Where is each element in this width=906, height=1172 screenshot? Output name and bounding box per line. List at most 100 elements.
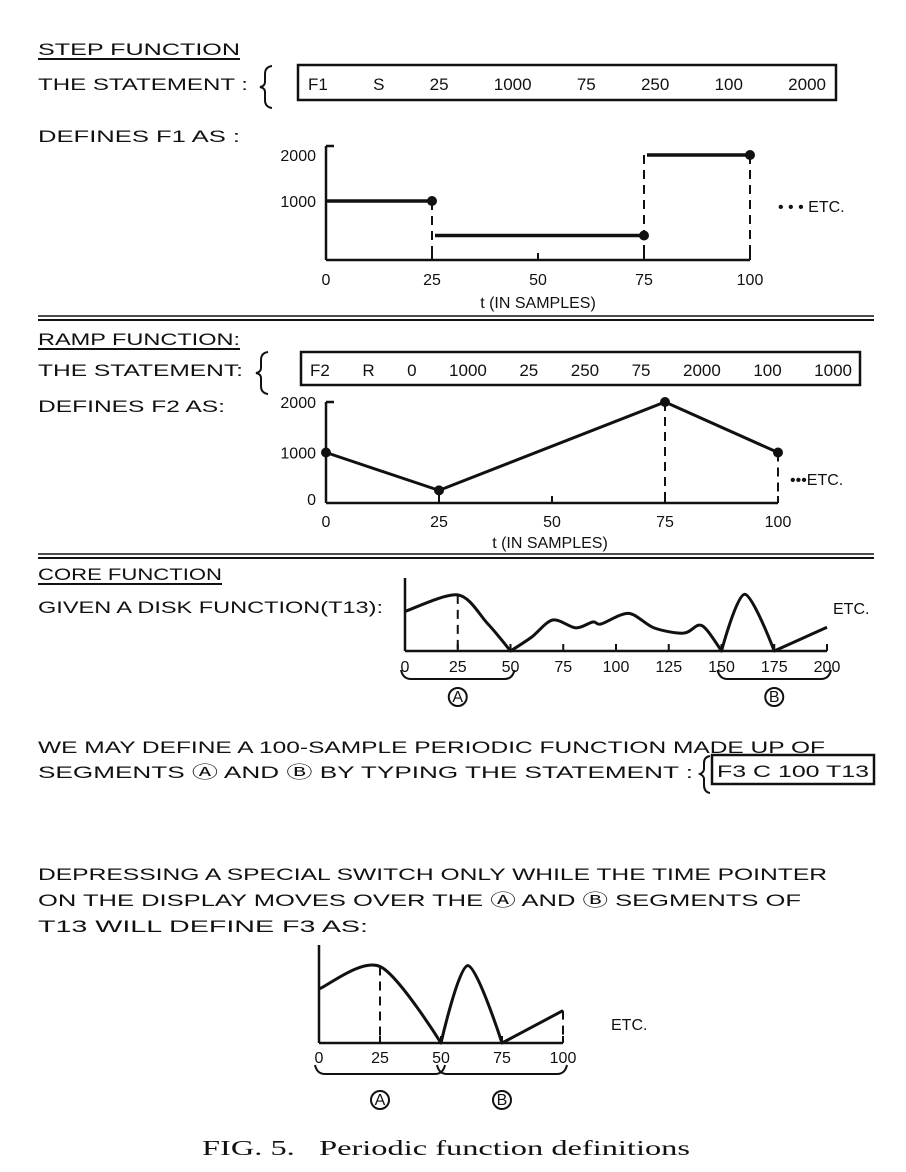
statement-token: F2 — [310, 361, 330, 380]
statement-token: 0 — [407, 361, 416, 380]
core-statement-box — [710, 753, 876, 786]
statement-token: 100 — [715, 75, 743, 94]
ramp-statement-tokens: F2 R 0 1000 25 250 75 2000 100 1000 — [310, 361, 852, 380]
x-tick-label: 75 — [635, 272, 653, 289]
x-tick-label: 25 — [430, 514, 448, 531]
x-tick-label: 200 — [814, 659, 841, 676]
x-tick-label: 25 — [423, 272, 441, 289]
x-tick-label: 100 — [737, 272, 764, 289]
ramp-statement-box — [299, 350, 862, 387]
x-tick-label: 50 — [432, 1050, 450, 1067]
segment-circle — [447, 687, 468, 707]
segment-brace — [716, 669, 832, 680]
statement-token: 75 — [632, 361, 651, 380]
statement-token: 1000 — [449, 361, 487, 380]
depress-line2: ON THE DISPLAY MOVES OVER THE Ⓐ AND Ⓑ SE… — [38, 891, 801, 910]
segment-circle — [370, 1090, 390, 1110]
disk-function-t13-chart: 0 25 50 75 100 125 150 175 200 ETC. A B — [400, 578, 869, 707]
x-tick-label: 125 — [655, 659, 682, 676]
step-statement-box — [296, 63, 838, 102]
step-statement-label: THE STATEMENT : — [38, 75, 248, 94]
statement-token: 2000 — [683, 361, 721, 380]
data-line — [318, 963, 564, 1045]
statement-token: 1000 — [494, 75, 532, 94]
x-tick-label: 50 — [529, 272, 547, 289]
segment-circle — [764, 687, 785, 707]
step-defines-label: DEFINES F1 AS : — [38, 127, 240, 146]
x-tick-label: 175 — [761, 659, 788, 676]
periodic-f3-chart: 0 25 50 75 100 ETC. A B — [314, 945, 647, 1110]
core-paragraph-line1: WE MAY DEFINE A 100-SAMPLE PERIODIC FUNC… — [38, 738, 825, 757]
segment-label: A — [452, 689, 463, 706]
y-tick-label: 1000 — [280, 194, 316, 211]
step-statement-tokens: F1 S 25 1000 75 250 100 2000 — [308, 75, 826, 94]
core-function-title: CORE FUNCTION — [38, 565, 222, 584]
statement-token: 25 — [519, 361, 538, 380]
segment-brace — [436, 1064, 568, 1075]
step-curly-brace — [259, 65, 273, 109]
x-tick-label: 0 — [401, 659, 410, 676]
statement-token: F1 — [308, 75, 328, 94]
data-point-marker — [639, 230, 649, 241]
statement-token: R — [362, 361, 374, 380]
data-point-marker — [321, 447, 331, 458]
data-point-marker — [434, 485, 444, 496]
segment-label: B — [497, 1092, 508, 1109]
y-tick-label: 2000 — [280, 395, 316, 412]
segment-label: A — [375, 1092, 386, 1109]
core-given-label: GIVEN A DISK FUNCTION(T13): — [38, 598, 383, 617]
step-function-chart: 0 25 50 75 100 1000 2000 t (IN SAMPLES) • • • ET… — [280, 144, 845, 312]
figure-caption: FIG. 5. Periodic function definitions — [202, 1136, 690, 1160]
x-tick-label: 25 — [449, 659, 467, 676]
data-point-marker — [773, 447, 783, 458]
segment-brace — [400, 669, 516, 680]
segment-label: B — [769, 689, 780, 706]
x-tick-label: 100 — [765, 514, 792, 531]
statement-token: 75 — [577, 75, 596, 94]
core-curly-brace — [697, 755, 711, 794]
data-point-marker — [660, 397, 670, 407]
y-tick-label: 1000 — [280, 446, 316, 463]
step-function-title: STEP FUNCTION — [38, 40, 240, 59]
x-tick-label: 150 — [708, 659, 735, 676]
statement-token: 25 — [430, 75, 449, 94]
statement-token: S — [373, 75, 384, 94]
core-statement-text: F3 C 100 T13 — [717, 762, 869, 781]
x-tick-label: 100 — [603, 659, 630, 676]
x-tick-label: 75 — [493, 1050, 511, 1067]
ramp-statement-label: THE STATEMENT: — [38, 361, 243, 380]
ramp-defines-label: DEFINES F2 AS: — [38, 397, 225, 416]
statement-token: 250 — [641, 75, 669, 94]
depress-line1: DEPRESSING A SPECIAL SWITCH ONLY WHILE T… — [38, 865, 827, 884]
y-tick-label: 2000 — [280, 148, 316, 165]
x-tick-label: 50 — [502, 659, 520, 676]
core-paragraph-line2: SEGMENTS Ⓐ AND Ⓑ BY TYPING THE STATEMENT… — [38, 763, 693, 782]
ramp-function-title: RAMP FUNCTION: — [38, 330, 240, 349]
y-tick-label: 0 — [307, 492, 316, 509]
x-tick-label: 100 — [550, 1050, 577, 1067]
x-axis-label: t (IN SAMPLES) — [492, 535, 608, 552]
data-line — [404, 592, 828, 653]
x-tick-label: 75 — [554, 659, 572, 676]
x-tick-label: 75 — [656, 514, 674, 531]
data-point-marker — [745, 150, 755, 160]
depress-line3: T13 WILL DEFINE F3 AS: — [38, 917, 368, 936]
segment-brace — [314, 1064, 446, 1075]
data-point-marker — [427, 196, 437, 206]
segment-circle — [492, 1090, 512, 1110]
etc-annotation: ETC. — [833, 601, 869, 618]
ramp-curly-brace — [255, 351, 269, 395]
data-line — [325, 400, 779, 492]
statement-token: 1000 — [814, 361, 852, 380]
statement-token: 2000 — [788, 75, 826, 94]
x-tick-label: 0 — [315, 1050, 324, 1067]
etc-annotation: •••ETC. — [790, 472, 843, 489]
etc-annotation: • • • ETC. — [778, 199, 845, 216]
x-axis-label: t (IN SAMPLES) — [480, 295, 596, 312]
statement-token: 250 — [571, 361, 599, 380]
x-tick-label: 0 — [322, 272, 331, 289]
x-tick-label: 50 — [543, 514, 561, 531]
etc-annotation: ETC. — [611, 1017, 647, 1034]
